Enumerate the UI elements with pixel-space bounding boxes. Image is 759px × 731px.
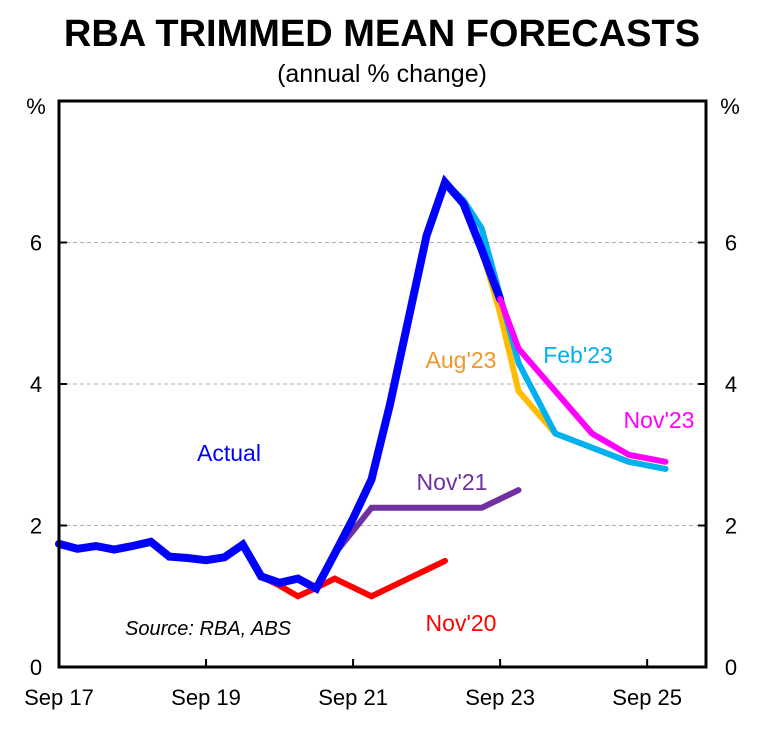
y-tick-label-right: 4 — [725, 372, 737, 397]
label-feb23: Feb'23 — [543, 342, 613, 368]
gridlines — [59, 242, 706, 526]
label-nov21: Nov'21 — [417, 469, 488, 495]
x-tick-label: Sep 23 — [465, 685, 535, 710]
chart-subtitle: (annual % change) — [277, 60, 487, 88]
chart-title: RBA TRIMMED MEAN FORECASTS — [64, 13, 700, 55]
series-line-nov21 — [331, 487, 522, 557]
y-ticks: 0 0 2 2 4 4 6 6 — [30, 231, 737, 681]
y-axis-label-right: % — [720, 94, 740, 119]
y-tick-label-left: 4 — [30, 372, 42, 397]
y-axis-label-left: % — [26, 94, 46, 119]
series-line-nov23 — [497, 296, 669, 465]
series-line-actual — [55, 174, 505, 594]
y-tick-label-left: 6 — [30, 231, 42, 256]
x-tick-label: Sep 17 — [24, 685, 94, 710]
x-ticks: Sep 17 Sep 19 Sep 21 Sep 23 Sep 25 — [24, 659, 682, 710]
source-note: Source: RBA, ABS — [125, 618, 292, 640]
label-aug23: Aug'23 — [426, 347, 497, 373]
x-tick-label: Sep 25 — [612, 685, 682, 710]
y-tick-label-right: 0 — [725, 655, 737, 680]
y-tick-label-left: 0 — [30, 655, 42, 680]
series-lines — [55, 174, 669, 600]
plot-frame — [57, 99, 708, 669]
label-actual: Actual — [197, 440, 261, 466]
y-tick-label-right: 6 — [725, 231, 737, 256]
label-nov23: Nov'23 — [624, 407, 695, 433]
y-tick-label-right: 2 — [725, 514, 737, 539]
label-nov20: Nov'20 — [426, 610, 497, 636]
x-tick-label: Sep 19 — [171, 685, 241, 710]
y-tick-label-left: 2 — [30, 514, 42, 539]
x-tick-label: Sep 21 — [318, 685, 388, 710]
